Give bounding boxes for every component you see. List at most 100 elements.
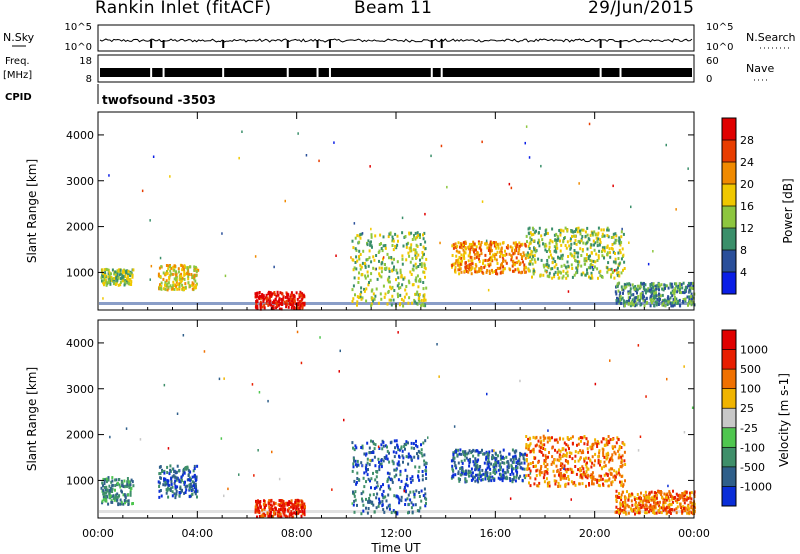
colorbar-tick-label: 500 — [740, 363, 761, 376]
echo-cell — [463, 244, 465, 248]
echo-cell — [116, 278, 119, 282]
echo-cell — [382, 235, 385, 239]
echo-cell — [576, 260, 579, 264]
noise-cell — [351, 502, 353, 505]
echo-cell — [171, 485, 174, 489]
echo-cell — [113, 272, 116, 276]
echo-cell — [644, 503, 647, 507]
echo-cell — [573, 249, 576, 252]
echo-cell — [490, 255, 493, 259]
echo-cell — [356, 459, 359, 463]
echo-cell — [293, 298, 296, 302]
echo-cell — [378, 259, 380, 263]
echo-cell — [285, 299, 288, 303]
echo-cell — [565, 443, 568, 447]
echo-cell — [127, 269, 130, 273]
echo-cell — [194, 279, 197, 283]
echo-cell — [690, 281, 693, 285]
echo-cell — [606, 244, 609, 248]
echo-cell — [269, 291, 272, 295]
power-colorbar-label: Power [dB] — [781, 178, 795, 243]
echo-cell — [549, 250, 552, 254]
echo-cell — [644, 511, 647, 515]
echo-cell — [402, 244, 405, 248]
echo-cell — [641, 296, 644, 300]
echo-cell — [489, 241, 492, 245]
echo-cell — [163, 471, 166, 475]
noise-cell — [159, 256, 162, 260]
echo-cell — [276, 514, 279, 518]
echo-cell — [269, 514, 272, 517]
noise-cell — [221, 232, 223, 235]
echo-cell — [611, 480, 614, 484]
echo-cell — [388, 269, 391, 273]
noise-cell — [150, 264, 153, 268]
echo-cell — [186, 272, 189, 275]
echo-cell — [623, 450, 626, 454]
echo-cell — [413, 455, 416, 459]
echo-cell — [422, 299, 425, 303]
echo-cell — [660, 493, 663, 497]
echo-cell — [618, 447, 621, 451]
echo-cell — [377, 504, 380, 508]
echo-cell — [571, 457, 574, 461]
echo-cell — [610, 246, 613, 250]
echo-cell — [457, 470, 460, 474]
echo-cell — [461, 259, 463, 263]
echo-cell — [642, 503, 645, 507]
echo-cell — [586, 233, 589, 237]
echo-cell — [401, 262, 404, 266]
echo-cell — [169, 487, 172, 491]
noise-cell — [436, 343, 438, 346]
echo-cell — [645, 301, 648, 305]
noise-cell — [267, 399, 269, 403]
echo-cell — [124, 484, 127, 488]
echo-cell — [102, 484, 104, 488]
echo-cell — [184, 491, 187, 494]
echo-cell — [499, 242, 502, 246]
nave-label: Nave — [746, 62, 774, 75]
echo-cell — [460, 253, 463, 257]
echo-cell — [597, 256, 600, 260]
echo-cell — [362, 476, 365, 480]
echo-cell — [367, 239, 370, 243]
echo-cell — [469, 248, 472, 252]
echo-cell — [116, 272, 119, 276]
echo-cell — [411, 478, 414, 482]
echo-cell — [119, 268, 122, 272]
echo-cell — [105, 283, 108, 287]
echo-cell — [594, 478, 597, 482]
echo-cell — [103, 273, 106, 277]
colorbar-tick-label: 16 — [740, 200, 754, 213]
echo-cell — [501, 271, 504, 275]
echo-cell — [392, 238, 395, 241]
echo-cell — [581, 235, 584, 238]
echo-cell — [515, 461, 518, 465]
echo-cell — [119, 283, 122, 287]
echo-cell — [681, 510, 684, 514]
echo-cell — [653, 500, 656, 504]
echo-cell — [619, 291, 622, 295]
echo-cell — [579, 232, 582, 236]
echo-cell — [166, 479, 169, 483]
echo-cell — [400, 479, 403, 483]
echo-cell — [176, 464, 179, 468]
echo-cell — [644, 490, 647, 494]
echo-cell — [584, 463, 587, 466]
echo-cell — [280, 307, 283, 311]
echo-cell — [378, 266, 381, 270]
echo-cell — [689, 500, 692, 504]
echo-cell — [622, 288, 625, 292]
echo-cell — [474, 461, 477, 465]
echo-cell — [516, 267, 519, 271]
echo-cell — [157, 272, 160, 276]
echo-cell — [471, 266, 474, 270]
echo-cell — [661, 293, 664, 297]
echo-cell — [485, 457, 488, 461]
echo-cell — [598, 478, 600, 482]
echo-cell — [639, 495, 642, 499]
echo-cell — [562, 274, 565, 278]
echo-cell — [605, 452, 608, 456]
echo-cell — [482, 472, 485, 476]
